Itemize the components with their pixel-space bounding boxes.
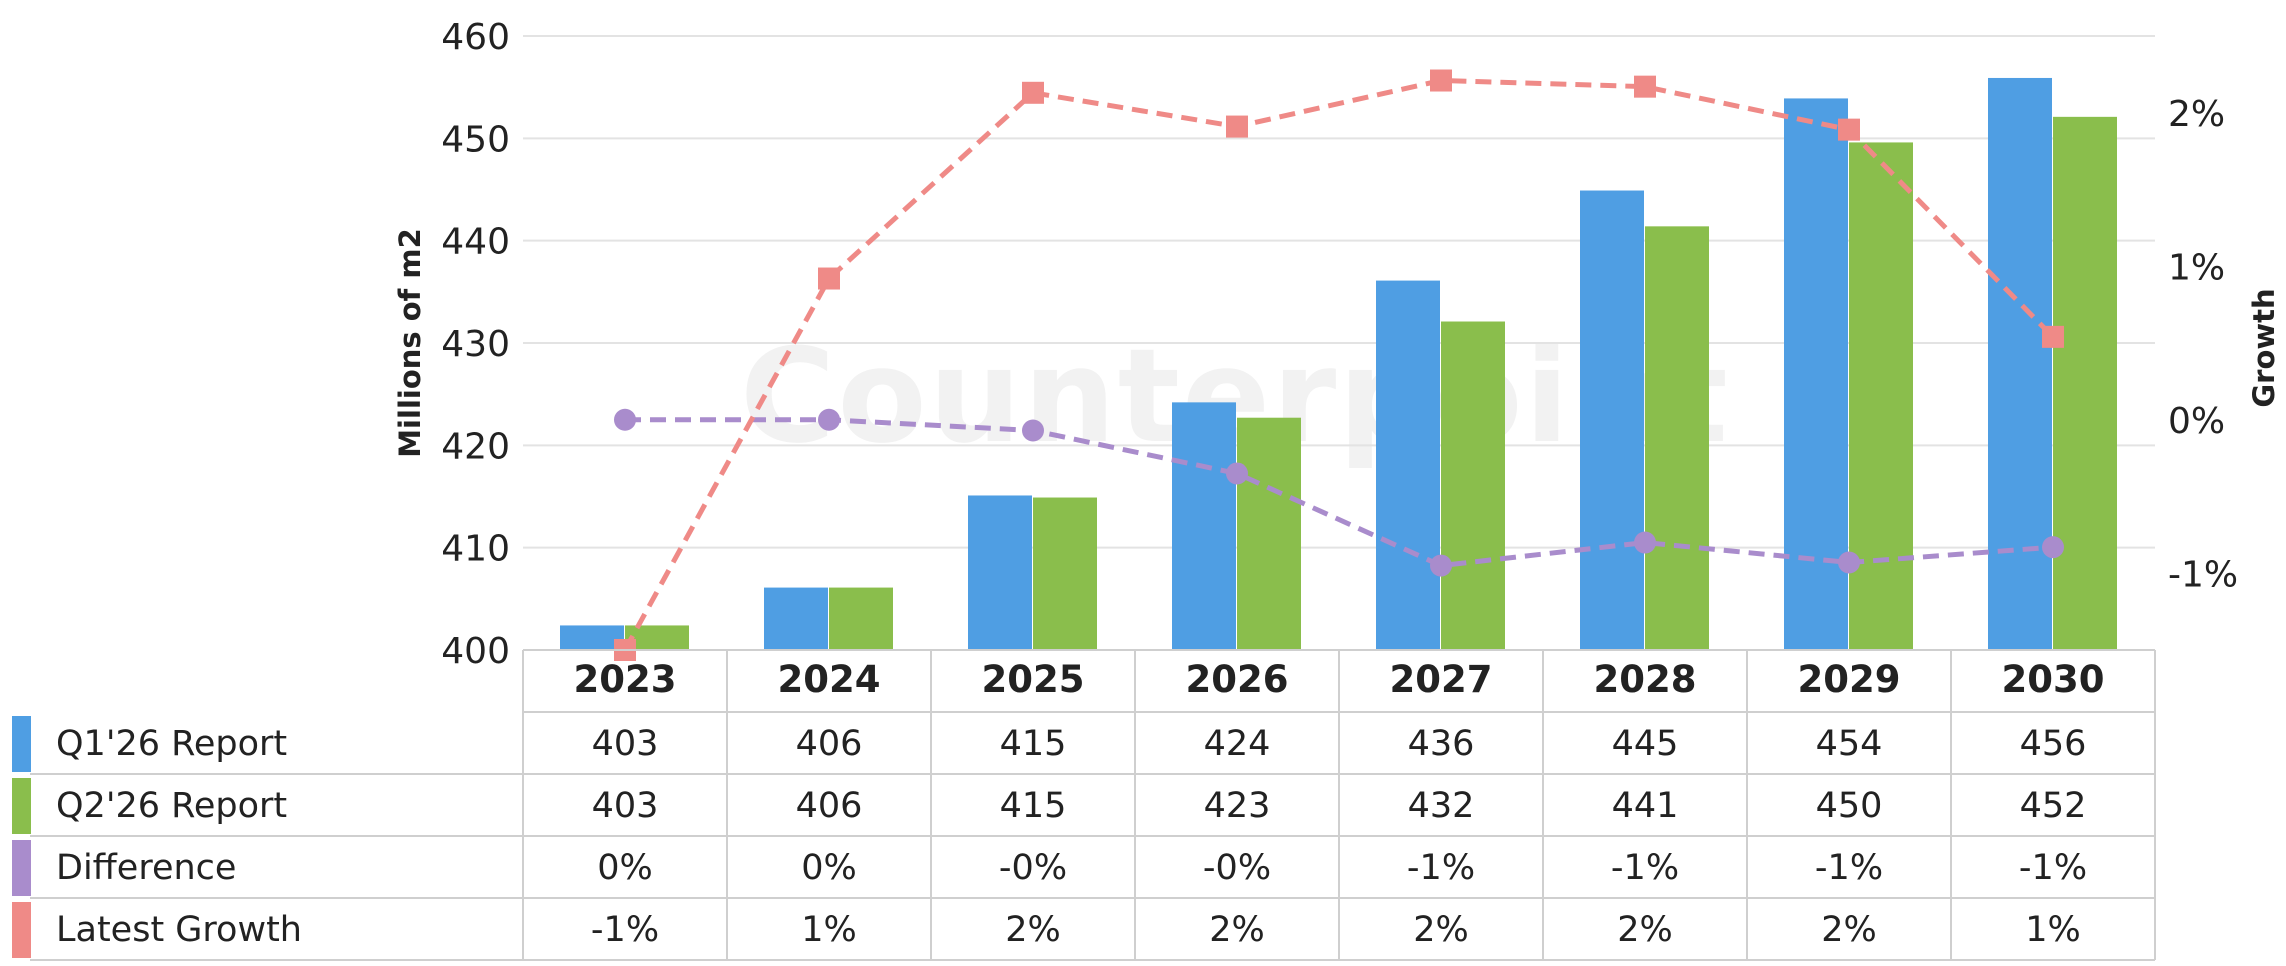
y-left-tick-label: 450	[441, 119, 510, 160]
y-right-tick-label: 0%	[2168, 401, 2225, 442]
table-cell: 0%	[597, 848, 653, 888]
table-cell: 0%	[801, 848, 857, 888]
x-tick-label: 2024	[778, 658, 881, 701]
axes: 400 410 420 430 440 450 460 -1% 0% 1% 2% Millions o…	[393, 17, 2281, 672]
bar-q2-26-report	[1237, 417, 1301, 650]
legend-label: Latest Growth	[56, 910, 302, 950]
marker-difference	[1634, 531, 1656, 554]
x-tick-label: 2030	[2002, 658, 2105, 701]
x-tick-label: 2027	[1390, 658, 1493, 701]
table-cell: 423	[1204, 786, 1271, 826]
x-tick-label: 2023	[574, 658, 677, 701]
marker-latest-growth	[1022, 81, 1044, 104]
table-cell: 403	[592, 724, 659, 764]
table-cell: -1%	[2019, 848, 2087, 888]
table-cell: 415	[1000, 786, 1067, 826]
marker-difference	[1022, 419, 1044, 442]
line-difference	[625, 417, 2054, 569]
bar-q1-26-report	[968, 495, 1032, 650]
table-cell: 436	[1408, 724, 1475, 764]
table-cell: 415	[1000, 724, 1067, 764]
y-right-tick-label: 2%	[2168, 94, 2225, 135]
y-left-tick-label: 420	[441, 426, 510, 467]
table-cell: -1%	[1407, 848, 1475, 888]
bar-q2-26-report	[1033, 497, 1097, 650]
bar-q1-26-report	[1172, 402, 1236, 650]
table-cell: 2%	[1617, 910, 1673, 950]
y-left-tick-label: 460	[441, 17, 510, 58]
table-cell: 2%	[1209, 910, 1265, 950]
table-cell: 1%	[2025, 910, 2081, 950]
x-tick-label: 2025	[982, 658, 1085, 701]
table-cell: -1%	[591, 910, 659, 950]
y-right-tick-label: -1%	[2168, 554, 2238, 595]
y-left-tick-label: 410	[441, 529, 510, 570]
x-tick-label: 2029	[1798, 658, 1901, 701]
bar-q2-26-report	[1645, 226, 1709, 650]
marker-difference	[1430, 554, 1452, 577]
table-cell: 450	[1816, 786, 1883, 826]
table-cell: 432	[1408, 786, 1475, 826]
y-left-axis-label: Millions of m2	[393, 228, 427, 458]
table-cell: 452	[2020, 786, 2087, 826]
bar-q2-26-report	[1849, 142, 1913, 650]
y-right-tick-label: 1%	[2168, 247, 2225, 288]
bar-q1-26-report	[1784, 98, 1848, 650]
legend-label: Q2'26 Report	[56, 786, 287, 826]
y-right-axis-label: Growth	[2247, 288, 2281, 407]
legend-swatch	[12, 902, 31, 958]
marker-difference	[614, 408, 636, 431]
bar-q2-26-report	[2053, 116, 2117, 651]
bar-q1-26-report	[764, 587, 828, 650]
table-cell: 2%	[1413, 910, 1469, 950]
table-cell: 2%	[1005, 910, 1061, 950]
table-cell: 403	[592, 786, 659, 826]
bar-q1-26-report	[1988, 77, 2052, 650]
y-left-tick-label: 400	[441, 631, 510, 672]
table-cell: 1%	[801, 910, 857, 950]
legend-swatch	[12, 778, 31, 834]
data-table: 2023 2024 2025 2026 2027 2028 2029 2030 Q1'26 Re…	[12, 649, 2156, 961]
marker-latest-growth	[1838, 118, 1860, 141]
x-tick-label: 2028	[1594, 658, 1697, 701]
bar-q1-26-report	[560, 625, 624, 650]
marker-latest-growth	[1226, 115, 1248, 138]
y-left-tick-label: 430	[441, 324, 510, 365]
table-cell: -1%	[1815, 848, 1883, 888]
table-cell: 424	[1204, 724, 1271, 764]
marker-difference	[1838, 551, 1860, 574]
marker-latest-growth	[2042, 325, 2064, 348]
table-cell: 2%	[1821, 910, 1877, 950]
table-cell: 454	[1816, 724, 1883, 764]
table-cell: -1%	[1611, 848, 1679, 888]
marker-latest-growth	[1430, 69, 1452, 92]
line-series	[614, 69, 2064, 661]
marker-latest-growth	[1634, 75, 1656, 98]
x-tick-label: 2026	[1186, 658, 1289, 701]
legend-swatch	[12, 716, 31, 772]
marker-difference	[818, 408, 840, 431]
y-left-tick-label: 440	[441, 222, 510, 263]
table-cell: 456	[2020, 724, 2087, 764]
table-cell: 406	[796, 724, 863, 764]
bar-q2-26-report	[1441, 321, 1505, 650]
marker-difference	[1226, 462, 1248, 485]
bar-q1-26-report	[1580, 190, 1644, 651]
marker-difference	[2042, 536, 2064, 559]
bar-series	[560, 77, 2117, 651]
table-cell: 441	[1612, 786, 1679, 826]
table-cell: -0%	[999, 848, 1067, 888]
legend-label: Q1'26 Report	[56, 724, 287, 764]
table-cell: -0%	[1203, 848, 1271, 888]
line-latest-growth	[622, 78, 2055, 652]
table-cell: 445	[1612, 724, 1679, 764]
table-cell: 406	[796, 786, 863, 826]
legend-label: Difference	[56, 848, 236, 888]
bar-q1-26-report	[1376, 280, 1440, 650]
bar-q2-26-report	[829, 587, 893, 650]
legend-swatch	[12, 840, 31, 896]
marker-latest-growth	[818, 267, 840, 290]
